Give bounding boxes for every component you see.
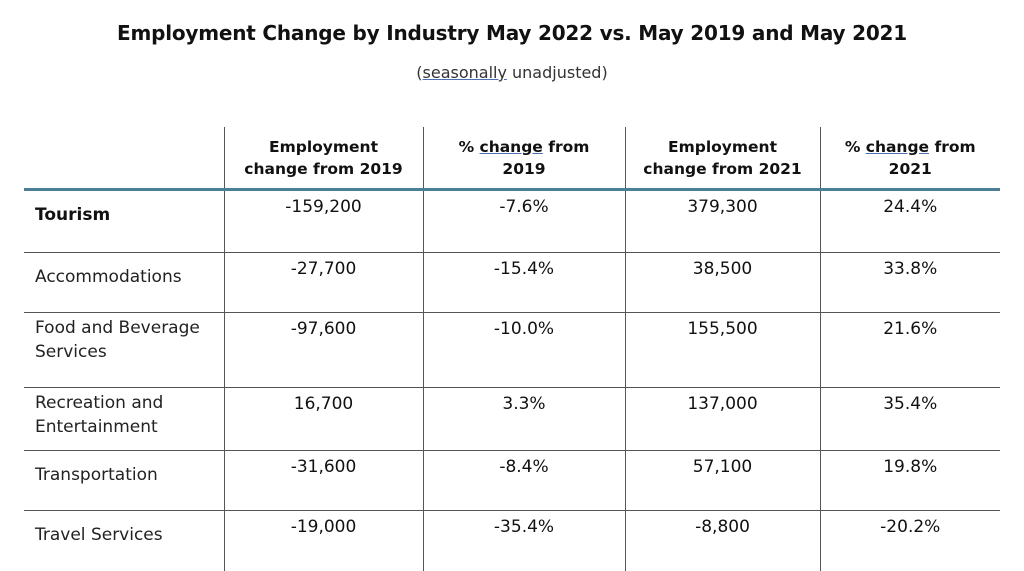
table-row: Tourism -159,200 -7.6% 379,300 24.4% (24, 190, 1000, 253)
header-employment-change-2021: Employment change from 2021 (625, 127, 820, 190)
table-row: Transportation -31,600 -8.4% 57,100 19.8… (24, 451, 1000, 511)
header-line: % change from (845, 138, 976, 156)
change-2019-cell: 16,700 (224, 388, 423, 451)
header-pct-change-2021: % change from 2021 (820, 127, 1000, 190)
industry-cell: Recreation and Entertainment (24, 388, 224, 451)
pct-2021-cell: 33.8% (820, 253, 1000, 313)
header-employment-change-2019: Employment change from 2019 (224, 127, 423, 190)
header-line: Employment (269, 138, 378, 156)
industry-cell: Food and Beverage Services (24, 313, 224, 388)
subtitle-underlined-word: seasonally (423, 63, 507, 82)
page-subtitle: (seasonally unadjusted) (0, 63, 1024, 82)
industry-cell: Tourism (24, 190, 224, 253)
change-2021-cell: 57,100 (625, 451, 820, 511)
change-2019-cell: -31,600 (224, 451, 423, 511)
change-2021-cell: 155,500 (625, 313, 820, 388)
table-header-row: Employment change from 2019 % change fro… (24, 127, 1000, 190)
header-line: change from 2021 (643, 160, 801, 178)
pct-2021-cell: 24.4% (820, 190, 1000, 253)
change-2021-cell: 38,500 (625, 253, 820, 313)
table-row: Accommodations -27,700 -15.4% 38,500 33.… (24, 253, 1000, 313)
table-row: Recreation and Entertainment 16,700 3.3%… (24, 388, 1000, 451)
header-line: 2019 (502, 160, 545, 178)
header-line: Employment (668, 138, 777, 156)
change-2021-cell: 137,000 (625, 388, 820, 451)
pct-2019-cell: -8.4% (423, 451, 625, 511)
pct-2021-cell: 19.8% (820, 451, 1000, 511)
change-2021-cell: -8,800 (625, 511, 820, 571)
change-2019-cell: -19,000 (224, 511, 423, 571)
pct-2019-cell: -7.6% (423, 190, 625, 253)
industry-cell: Transportation (24, 451, 224, 511)
table-row: Food and Beverage Services -97,600 -10.0… (24, 313, 1000, 388)
pct-2021-cell: 21.6% (820, 313, 1000, 388)
header-pct-change-2019: % change from 2019 (423, 127, 625, 190)
header-line: 2021 (889, 160, 932, 178)
table-row: Travel Services -19,000 -35.4% -8,800 -2… (24, 511, 1000, 571)
change-2019-cell: -97,600 (224, 313, 423, 388)
employment-change-table: Employment change from 2019 % change fro… (24, 127, 1000, 571)
header-corner-cell (24, 127, 224, 190)
page-title: Employment Change by Industry May 2022 v… (0, 21, 1024, 45)
change-2019-cell: -27,700 (224, 253, 423, 313)
header-line: % change from (459, 138, 590, 156)
header-line: change from 2019 (244, 160, 402, 178)
pct-2019-cell: -10.0% (423, 313, 625, 388)
subtitle-rest: unadjusted (507, 63, 602, 82)
change-2021-cell: 379,300 (625, 190, 820, 253)
pct-2019-cell: -15.4% (423, 253, 625, 313)
industry-cell: Travel Services (24, 511, 224, 571)
industry-cell: Accommodations (24, 253, 224, 313)
pct-2021-cell: -20.2% (820, 511, 1000, 571)
pct-2019-cell: -35.4% (423, 511, 625, 571)
pct-2019-cell: 3.3% (423, 388, 625, 451)
pct-2021-cell: 35.4% (820, 388, 1000, 451)
change-2019-cell: -159,200 (224, 190, 423, 253)
